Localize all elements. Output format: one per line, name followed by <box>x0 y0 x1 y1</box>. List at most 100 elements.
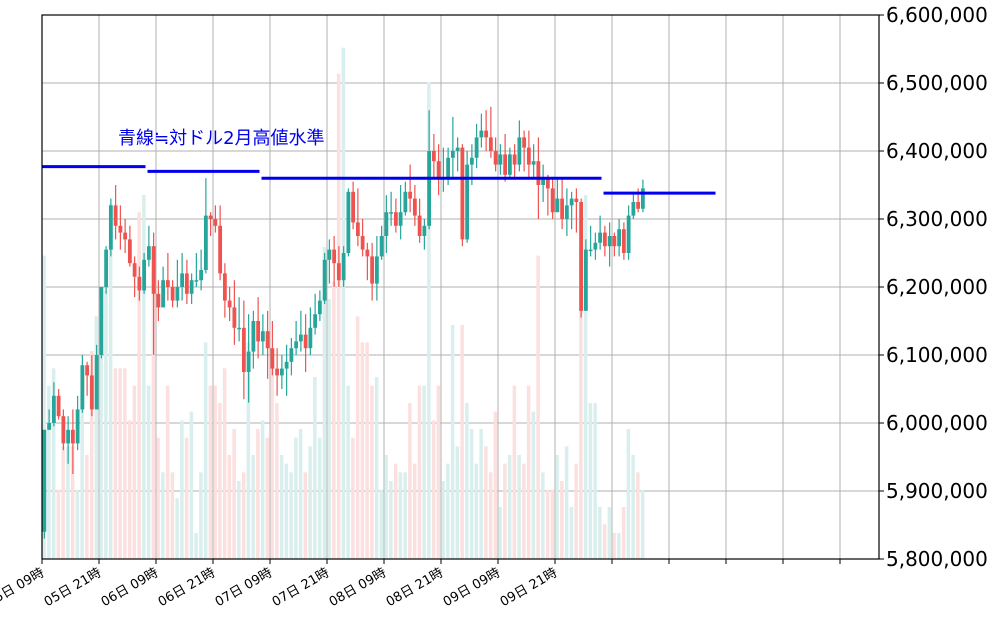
x-tick-label: 09日 21時 <box>498 565 560 610</box>
candle-body <box>541 178 546 185</box>
candle-body <box>237 327 242 330</box>
volume-bar <box>564 446 569 559</box>
candle-body <box>113 205 118 226</box>
volume-bar <box>474 463 479 559</box>
candle-body <box>412 198 417 216</box>
candle-body <box>332 249 337 264</box>
volume-bar <box>488 472 493 559</box>
volume-bar <box>94 316 99 559</box>
volume-bar <box>51 368 56 559</box>
volume-bar <box>503 463 507 559</box>
volume-bar <box>555 455 559 559</box>
candle-body <box>465 164 470 240</box>
volume-bar <box>322 247 327 559</box>
candle-body <box>132 263 137 277</box>
x-tick-label: 05日 09時 <box>0 565 47 610</box>
volume-bar <box>412 463 417 559</box>
volume-bar <box>61 446 65 559</box>
volume-bar <box>427 82 431 559</box>
candle-body <box>151 246 156 294</box>
volume-bar <box>607 507 612 559</box>
volume-bar <box>507 455 512 559</box>
candle-body <box>526 147 531 165</box>
volume-bar <box>336 73 341 560</box>
candle-body <box>303 334 308 349</box>
volume-bar <box>308 446 312 559</box>
candle-body <box>189 280 194 294</box>
y-tick-label: 6,200,000 <box>886 275 988 299</box>
candle-body <box>75 409 80 444</box>
candle-body <box>393 212 398 226</box>
volume-bar <box>593 403 597 559</box>
candle-body <box>365 249 370 257</box>
candle-body <box>118 225 123 233</box>
volume-bar <box>545 489 550 559</box>
candle-body <box>146 246 151 260</box>
volume-bar <box>351 437 355 559</box>
volume-bar <box>636 472 640 559</box>
volume-bar <box>403 472 407 559</box>
candle-body <box>427 151 432 226</box>
y-tick-label: 6,000,000 <box>886 411 988 435</box>
candle-body <box>498 154 503 165</box>
volume-bar <box>355 316 360 559</box>
volume-bar <box>137 212 141 560</box>
volume-bar <box>536 255 540 559</box>
volume-bar <box>89 351 94 559</box>
candle-body <box>550 188 555 213</box>
level-lines <box>42 165 716 195</box>
volume-bar <box>626 429 631 559</box>
candle-body <box>422 225 427 236</box>
volume-bar <box>66 446 70 559</box>
candle-body <box>607 236 612 247</box>
candle-body <box>241 327 246 372</box>
candle-body <box>203 215 208 270</box>
volume-bar <box>56 489 61 559</box>
volume-bar <box>175 498 179 559</box>
candle-body <box>180 273 185 287</box>
volume-bar <box>289 472 293 559</box>
candle-body <box>503 154 508 175</box>
candle-body <box>275 368 280 376</box>
volume-bar <box>327 299 331 559</box>
candle-body <box>199 270 204 281</box>
y-tick-label: 6,300,000 <box>886 207 988 231</box>
volume-bar <box>569 507 574 559</box>
candle-body <box>531 161 536 165</box>
volume-bar <box>479 429 483 559</box>
candle-body <box>564 205 569 219</box>
candle-body <box>327 249 332 260</box>
candle-body <box>536 161 541 185</box>
y-tick-label: 6,100,000 <box>886 343 988 367</box>
volume-bar <box>631 455 635 559</box>
candle-body <box>484 130 489 138</box>
annotation-text: 青線≒対ドル2月高値水準 <box>118 128 325 149</box>
candle-body <box>294 341 299 349</box>
volume-bar <box>241 472 246 559</box>
candle-body <box>66 429 71 444</box>
volume-bar <box>213 385 217 559</box>
candle-body <box>70 429 75 444</box>
candle-body <box>85 365 90 376</box>
volume-bar <box>237 481 241 559</box>
candle-body <box>370 256 375 284</box>
candle-body <box>384 212 389 236</box>
volume-bar <box>341 47 346 560</box>
volume-bar <box>161 472 165 559</box>
candle-body <box>389 212 394 214</box>
candle-body <box>184 273 189 294</box>
volume-bar <box>165 385 170 559</box>
volume-bar <box>583 195 588 559</box>
volume-bar <box>275 403 279 559</box>
volume-bar <box>393 463 398 559</box>
candle-body <box>156 293 161 308</box>
candle-body <box>298 334 303 342</box>
y-tick-label: 6,600,000 <box>886 3 988 27</box>
candle-body <box>165 280 170 287</box>
volume-bar <box>270 359 274 559</box>
candle-body <box>313 314 318 328</box>
volume-bar <box>208 385 213 559</box>
x-tick-label: 08日 21時 <box>384 565 446 610</box>
candle-body <box>593 242 598 250</box>
